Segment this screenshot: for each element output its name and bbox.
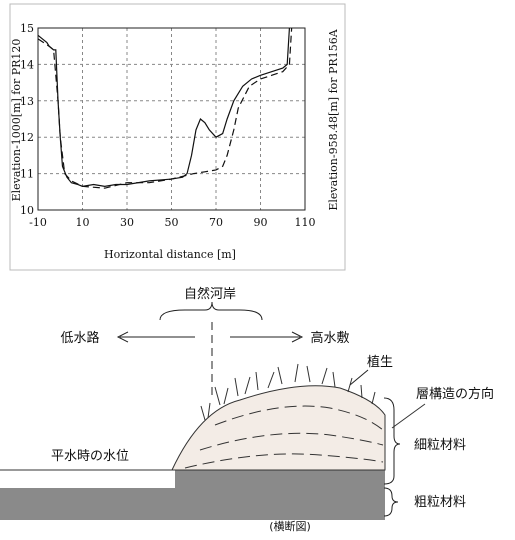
figure: -101030507090110101112131415 Horizontal … [0, 0, 515, 536]
x-tick-label: 30 [120, 216, 134, 229]
leader [392, 404, 425, 428]
y-tick-label: 15 [20, 22, 34, 35]
x-tick-label: 110 [295, 216, 316, 229]
data-line [38, 28, 292, 188]
brace [384, 398, 400, 484]
floodplain-label: 高水敷 [310, 330, 349, 346]
x-tick-label: 50 [165, 216, 179, 229]
vegetation-label: 植生 [367, 355, 393, 370]
y-axis-label: Elevation-1000[m] for PR120 [10, 39, 23, 202]
x-axis-label: Horizontal distance [m] [104, 248, 236, 261]
x-tick-label: 70 [209, 216, 223, 229]
page: {"chart_data": {"type": "line", "xlabel"… [0, 0, 515, 536]
brace [384, 488, 398, 516]
leader [350, 370, 368, 385]
data-line [38, 28, 289, 186]
brace [160, 302, 262, 320]
coarse-label: 粗粒材料 [414, 495, 466, 510]
bank-label: 自然河岸 [184, 286, 236, 302]
water-level-label: 平水時の水位 [51, 449, 129, 464]
y2-axis-label: Elevation-958.48[m] for PR156A [327, 28, 340, 210]
layer-direction-label: 層構造の方向 [416, 386, 494, 402]
low-channel-label: 低水路 [60, 330, 99, 346]
x-tick-label: 10 [76, 216, 90, 229]
x-tick-label: -10 [29, 216, 47, 229]
fine-layer [172, 386, 385, 470]
x-tick-label: 90 [254, 216, 268, 229]
caption: (横断図) [269, 519, 311, 533]
diagram: 自然河岸 低水路 高水敷 植生 平水時の水位 層構造の方向 細粒材料 粗粒材料 … [0, 286, 494, 533]
fine-label: 細粒材料 [414, 438, 466, 453]
coarse-layer [0, 470, 385, 520]
y-tick-label: 10 [20, 204, 34, 217]
